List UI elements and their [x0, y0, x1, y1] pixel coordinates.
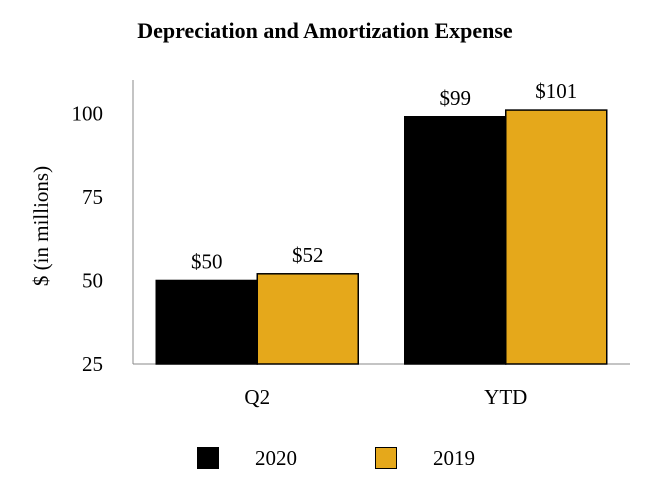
legend-item-2019: 2019: [375, 440, 475, 476]
data-label-2020-Q2: $50: [191, 249, 223, 273]
bar-2020-YTD: [404, 116, 507, 365]
data-label-2020-YTD: $99: [440, 86, 472, 110]
bar-2020-Q2: [155, 279, 258, 365]
bar-2019-YTD: [505, 109, 608, 365]
chart-title: Depreciation and Amortization Expense: [137, 18, 513, 43]
y-tick-label: 25: [82, 352, 103, 376]
legend: 2020 2019: [0, 440, 650, 476]
data-label-2019-YTD: $101: [535, 79, 577, 103]
legend-item-2020: 2020: [197, 440, 297, 476]
chart-plot: 25 50 75 100 $ (in millions) Q2 YTD $50 $52 $99 $…: [29, 79, 630, 409]
legend-swatch-2020: [197, 447, 219, 469]
x-tick-label-YTD: YTD: [484, 385, 527, 409]
x-tick-label-Q2: Q2: [244, 385, 270, 409]
legend-label-2020: 2020: [255, 445, 297, 470]
legend-label-2019: 2019: [433, 445, 475, 470]
y-axis-label: $ (in millions): [29, 166, 53, 286]
y-tick-label: 100: [72, 101, 104, 125]
y-tick-label: 75: [82, 185, 103, 209]
legend-swatch-2019: [375, 447, 397, 469]
bar-2019-Q2: [256, 273, 359, 365]
data-label-2019-Q2: $52: [292, 243, 324, 267]
y-tick-label: 50: [82, 268, 103, 292]
